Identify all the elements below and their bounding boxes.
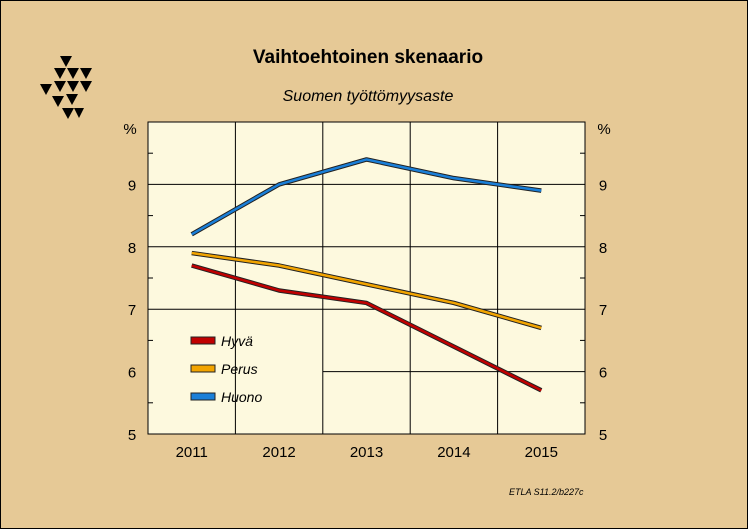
legend-swatch (190, 364, 216, 373)
chart-title: Vaihtoehtoinen skenaario (252, 47, 484, 68)
y-tick-label-left: 9 (128, 177, 136, 194)
series-hyv- (191, 263, 543, 393)
legend-label: Hyvä (221, 333, 253, 349)
y-tick-label-right: 7 (599, 302, 607, 319)
y-tick-label-right: 8 (599, 240, 607, 257)
x-tick-label: 2012 (262, 444, 295, 461)
y-tick-label-right: 9 (599, 177, 607, 194)
legend-item: Huono (190, 389, 262, 405)
legend-label: Huono (221, 389, 262, 405)
plot-area (147, 121, 586, 435)
legend-item: Hyvä (190, 333, 253, 349)
x-tick-label: 2013 (350, 444, 383, 461)
x-tick-label: 2015 (525, 444, 558, 461)
y-tick-label-left: 6 (128, 365, 136, 382)
y-tick-label-right: 5 (599, 427, 607, 444)
series-huono (190, 157, 542, 237)
chart-subtitle: Suomen työttömyysaste (282, 88, 454, 105)
x-tick-label: 2014 (437, 444, 470, 461)
source-note: ETLA S11.2/b227c (509, 487, 584, 497)
y-tick-label-right: 6 (599, 365, 607, 382)
y-tick-label-left: 5 (128, 427, 136, 444)
legend-swatch (190, 392, 216, 401)
y-tick-label-left: 8 (128, 240, 136, 257)
legend-label: Perus (221, 361, 258, 377)
series-perus (191, 250, 542, 331)
etla-logo (38, 56, 100, 133)
y-unit-right: % (597, 121, 610, 138)
legend-swatch (190, 336, 216, 345)
legend-item: Perus (190, 361, 258, 377)
triangle-logo-icon (40, 56, 92, 119)
y-unit-left: % (123, 121, 136, 138)
y-tick-label-left: 7 (128, 302, 136, 319)
x-tick-label: 2011 (176, 444, 208, 461)
